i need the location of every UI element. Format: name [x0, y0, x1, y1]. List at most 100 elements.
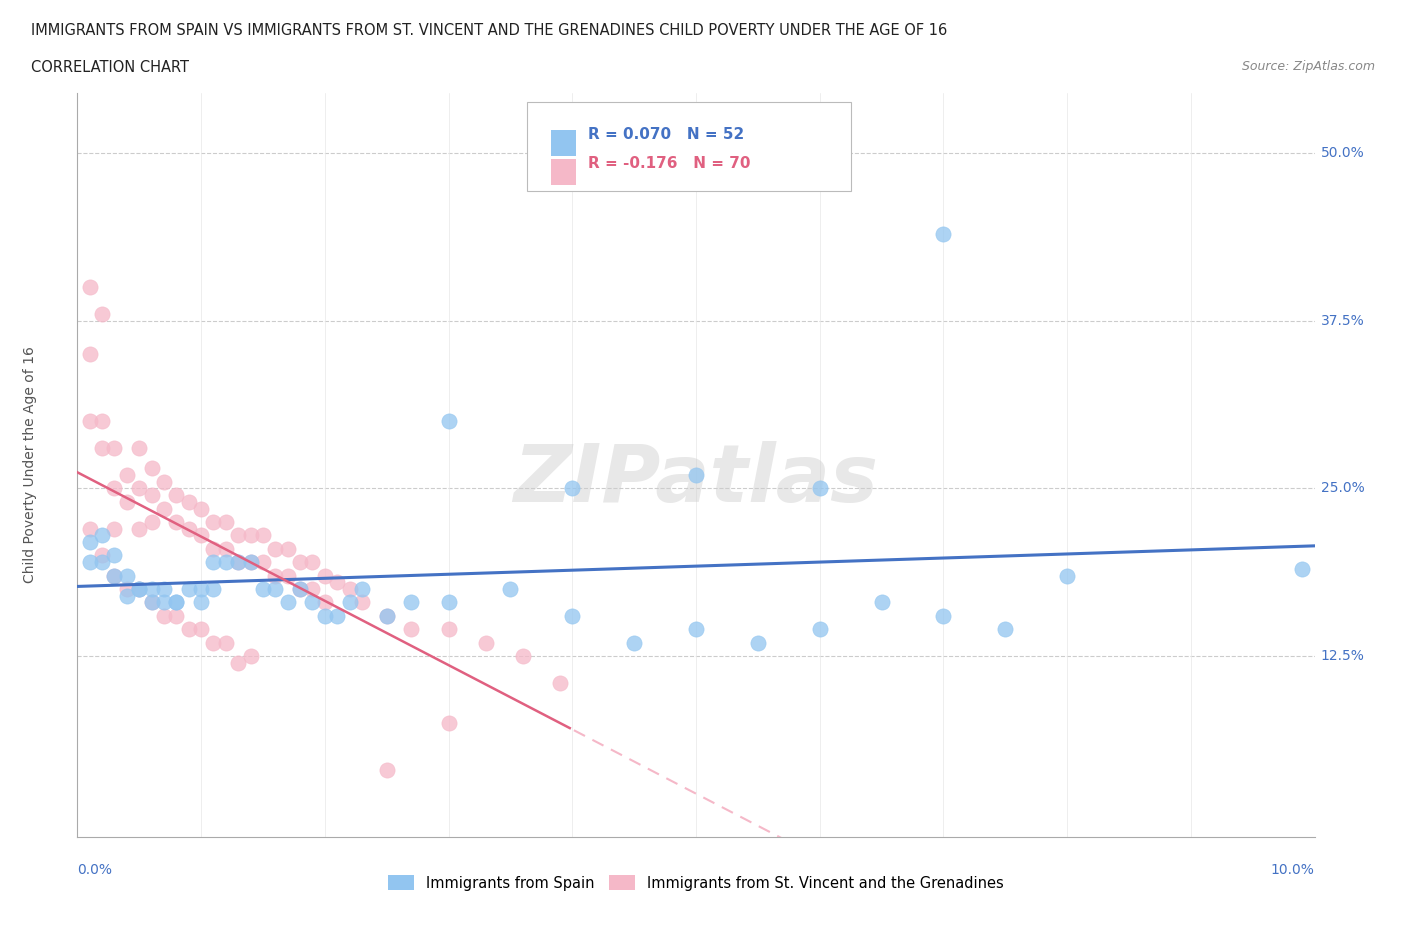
Point — [128, 441, 150, 456]
Point — [153, 595, 176, 610]
Point — [79, 535, 101, 550]
Point — [314, 608, 336, 623]
Text: CORRELATION CHART: CORRELATION CHART — [31, 60, 188, 75]
Point — [141, 487, 163, 502]
Legend: Immigrants from Spain, Immigrants from St. Vincent and the Grenadines: Immigrants from Spain, Immigrants from S… — [382, 870, 1010, 897]
Point — [339, 581, 361, 596]
Text: 25.0%: 25.0% — [1320, 482, 1365, 496]
Point — [264, 541, 287, 556]
Point — [252, 528, 274, 543]
Point — [474, 635, 496, 650]
Point — [326, 608, 349, 623]
Point — [103, 548, 125, 563]
Point — [401, 622, 423, 637]
Point — [79, 280, 101, 295]
Point — [226, 555, 249, 570]
Point — [301, 595, 323, 610]
Point — [128, 581, 150, 596]
Point — [226, 656, 249, 671]
Point — [115, 468, 138, 483]
Point — [165, 608, 187, 623]
Point — [79, 521, 101, 536]
Point — [103, 481, 125, 496]
Point — [153, 581, 176, 596]
Point — [128, 521, 150, 536]
Text: ZIPatlas: ZIPatlas — [513, 441, 879, 519]
Point — [994, 622, 1017, 637]
Point — [375, 608, 398, 623]
Point — [165, 595, 187, 610]
Text: IMMIGRANTS FROM SPAIN VS IMMIGRANTS FROM ST. VINCENT AND THE GRENADINES CHILD PO: IMMIGRANTS FROM SPAIN VS IMMIGRANTS FROM… — [31, 23, 948, 38]
Point — [190, 501, 212, 516]
Point — [685, 468, 707, 483]
Point — [264, 581, 287, 596]
Point — [165, 487, 187, 502]
Point — [202, 514, 225, 529]
Point — [91, 555, 114, 570]
Point — [288, 581, 311, 596]
Point — [685, 622, 707, 637]
Point — [239, 555, 262, 570]
Point — [153, 501, 176, 516]
Point — [1056, 568, 1078, 583]
Point — [128, 581, 150, 596]
Point — [870, 595, 893, 610]
Point — [202, 581, 225, 596]
Point — [141, 595, 163, 610]
Point — [115, 568, 138, 583]
Point — [561, 608, 583, 623]
Point — [190, 528, 212, 543]
Point — [314, 595, 336, 610]
Point — [91, 528, 114, 543]
Point — [202, 541, 225, 556]
Point — [79, 347, 101, 362]
Point — [215, 514, 238, 529]
Point — [91, 414, 114, 429]
Point — [561, 481, 583, 496]
Point — [350, 581, 373, 596]
Point — [202, 635, 225, 650]
Point — [375, 608, 398, 623]
Point — [177, 581, 200, 596]
Point — [153, 608, 176, 623]
Text: 50.0%: 50.0% — [1320, 146, 1365, 160]
Point — [215, 541, 238, 556]
Point — [103, 441, 125, 456]
Point — [141, 595, 163, 610]
Point — [239, 528, 262, 543]
Point — [350, 595, 373, 610]
Point — [215, 555, 238, 570]
Point — [326, 575, 349, 590]
Point — [548, 675, 571, 690]
Point — [375, 763, 398, 777]
Point — [115, 581, 138, 596]
Point — [808, 481, 831, 496]
Text: R = 0.070   N = 52: R = 0.070 N = 52 — [588, 127, 744, 142]
Point — [1291, 562, 1313, 577]
Point — [499, 581, 522, 596]
Point — [437, 715, 460, 730]
Point — [277, 541, 299, 556]
Point — [264, 568, 287, 583]
Point — [103, 568, 125, 583]
Point — [190, 622, 212, 637]
Point — [141, 581, 163, 596]
Point — [153, 474, 176, 489]
Point — [512, 648, 534, 663]
Point — [252, 555, 274, 570]
Point — [277, 595, 299, 610]
Text: 10.0%: 10.0% — [1271, 863, 1315, 877]
Text: 0.0%: 0.0% — [77, 863, 112, 877]
Point — [103, 568, 125, 583]
Point — [437, 414, 460, 429]
Point — [301, 581, 323, 596]
Point — [165, 514, 187, 529]
Point — [128, 581, 150, 596]
Point — [177, 495, 200, 510]
Point — [301, 555, 323, 570]
Point — [115, 495, 138, 510]
Point — [437, 622, 460, 637]
Point — [103, 521, 125, 536]
Point — [239, 555, 262, 570]
Point — [141, 461, 163, 476]
